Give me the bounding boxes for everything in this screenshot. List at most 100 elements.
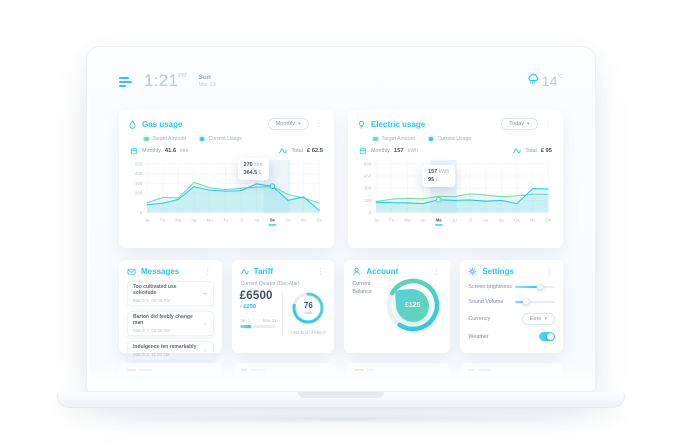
electric-total-value: £ 95 <box>540 147 552 154</box>
days-remaining-value: 76 <box>303 301 313 311</box>
quarter-progress-fill <box>239 325 252 328</box>
gas-chart-tooltip: 270 litre 364.5 £ <box>237 158 269 181</box>
svg-text:300: 300 <box>135 181 143 186</box>
calendar-icon <box>359 147 367 154</box>
weather-widget: 14°C <box>527 73 563 91</box>
days-remaining-unit: days <box>304 310 313 315</box>
svg-text:450: 450 <box>364 174 372 179</box>
range-start-label: Jan 1 <box>239 317 251 323</box>
envelope-icon <box>127 268 136 275</box>
dashboard-header: 1:21PM Sun Mar 13 14°C <box>119 71 563 99</box>
electric-period-value: Today <box>509 121 524 127</box>
tariff-delta: › £250 <box>239 303 257 310</box>
settings-kebab-menu-icon[interactable]: ⋮ <box>545 266 554 276</box>
date-label: Mar 13 <box>198 82 216 88</box>
messages-kebab-menu-icon[interactable]: ⋮ <box>204 266 212 276</box>
svg-text:Ju: Ju <box>452 217 457 222</box>
electric-chart-tooltip: 157 kWh 95 £ <box>422 165 456 188</box>
days-remaining-donut: 76 days <box>290 290 326 326</box>
balance-gauge: £125 <box>384 276 442 334</box>
svg-text:Ma: Ma <box>436 217 443 222</box>
tariff-title: Tariff <box>253 267 274 276</box>
target-dot-icon <box>144 136 149 142</box>
time-value: 1:21 <box>144 71 179 90</box>
settings-title: Settings <box>482 267 514 276</box>
brightness-slider-knob[interactable] <box>536 283 544 291</box>
wave-chart-icon <box>279 148 288 154</box>
chevron-down-icon: ▾ <box>297 121 301 127</box>
volume-label: Sound Volume <box>468 298 504 305</box>
electric-usage-card: Electric usage Today ▾ ⋮ Target Amount <box>348 110 563 248</box>
laptop-shadow <box>91 414 591 424</box>
gas-kebab-menu-icon[interactable]: ⋮ <box>315 119 324 129</box>
quarter-progress-bar[interactable] <box>239 325 277 328</box>
svg-text:Ma: Ma <box>404 217 411 222</box>
svg-text:200: 200 <box>135 191 143 196</box>
gas-total-label: Total <box>291 147 303 154</box>
laptop-notch <box>298 392 384 398</box>
open-message-arrow-icon[interactable]: → <box>201 289 208 297</box>
gas-period-dropdown[interactable]: Monthly ▾ <box>267 118 309 130</box>
person-icon <box>353 267 361 276</box>
currency-value: Euro <box>529 315 542 322</box>
gas-legend-current[interactable]: Current Usage <box>199 136 242 142</box>
svg-text:Ju: Ju <box>223 217 228 222</box>
chevron-down-icon: ▾ <box>526 121 530 127</box>
settings-card: Settings ⋮ Screen brightness Sound V <box>460 260 564 353</box>
svg-text:No: No <box>301 217 307 222</box>
currency-dropdown[interactable]: Euro ▾ <box>521 312 556 325</box>
electric-legend-target[interactable]: Target Amount <box>373 136 415 142</box>
svg-text:Ja: Ja <box>374 217 379 222</box>
range-end-label: Mar 31 <box>262 317 277 323</box>
svg-text:Ap: Ap <box>420 217 426 222</box>
svg-text:Au: Au <box>483 217 489 222</box>
widgets-row: Messages ⋮ Too cultivated use solicitude… <box>119 260 564 360</box>
balance-value: £125 <box>405 302 421 310</box>
electric-period-dropdown[interactable]: Today ▾ <box>501 118 538 130</box>
svg-text:De: De <box>316 217 322 222</box>
current-balance-label: Current Balance <box>352 281 372 295</box>
tariff-amount: £6500 <box>239 290 273 302</box>
svg-text:500: 500 <box>135 161 143 166</box>
svg-text:Fe: Fe <box>160 217 166 222</box>
wave-chart-icon <box>240 269 249 275</box>
svg-text:Ma: Ma <box>207 217 214 222</box>
wave-chart-icon <box>513 148 521 154</box>
weather-toggle[interactable] <box>539 332 556 341</box>
gas-area-chart[interactable]: 500 400 300 200 0Ja Fe Ma Ap Ma Ju Jl Au Se Oc No De <box>128 158 325 232</box>
tariff-subtitle: Current Quarter (Dec-Mar) <box>240 281 300 287</box>
time-meridiem: PM <box>178 73 187 79</box>
brightness-slider[interactable] <box>515 283 556 291</box>
svg-text:600: 600 <box>364 161 372 166</box>
tariff-footnote: Until End of March <box>290 330 327 335</box>
electric-summary-value: 157 <box>393 147 404 154</box>
electric-legend: Target Amount Current Usage <box>373 136 554 142</box>
charts-row: Gas usage Monthly ▾ ⋮ Target Amount <box>119 110 563 248</box>
electric-kebab-menu-icon[interactable]: ⋮ <box>544 119 553 129</box>
svg-text:150: 150 <box>364 198 372 203</box>
electric-legend-current[interactable]: Current Usage <box>428 136 471 142</box>
calendar-icon <box>130 147 138 154</box>
electric-area-chart[interactable]: 600 450 300 150 0Ja Fe Ma Ap Ma Ju Jl Au Se Oc No De <box>357 158 554 232</box>
volume-slider-knob[interactable] <box>522 298 530 305</box>
hamburger-menu-icon[interactable] <box>119 77 132 89</box>
message-item[interactable]: Too cultivated use solicitude March 5, 0… <box>127 280 214 306</box>
electric-card-title: Electric usage <box>371 119 426 129</box>
volume-slider[interactable] <box>515 298 556 305</box>
open-message-arrow-icon[interactable]: → <box>201 319 208 327</box>
gas-card-title: Gas usage <box>142 119 183 129</box>
gas-summary: Monthly 41.6 litre Total £ 62.5 <box>130 146 323 155</box>
gas-chart: 500 400 300 200 0 Ja Fe Ma Ap Ma Ju Jl Au Se Oc No De 27… <box>128 158 325 232</box>
message-item[interactable]: Barton did feebly change man March 4, 02… <box>127 310 214 336</box>
temperature-value: 14 <box>541 73 558 89</box>
tariff-kebab-menu-icon[interactable]: ⋮ <box>316 266 325 276</box>
svg-text:Jl: Jl <box>468 217 471 222</box>
account-kebab-menu-icon[interactable]: ⋮ <box>432 266 441 276</box>
account-card: Account ⋮ Current Balance <box>344 260 451 353</box>
day-date: Sun Mar 13 <box>199 74 216 88</box>
gas-usage-card: Gas usage Monthly ▾ ⋮ Target Amount <box>119 110 334 248</box>
delta-up-icon: › <box>239 303 242 310</box>
open-message-arrow-icon[interactable]: → <box>201 346 208 354</box>
gas-legend-target[interactable]: Target Amount <box>144 136 186 142</box>
message-item[interactable]: Indulgence ten remarkably March 2, 11.20… <box>127 340 214 360</box>
